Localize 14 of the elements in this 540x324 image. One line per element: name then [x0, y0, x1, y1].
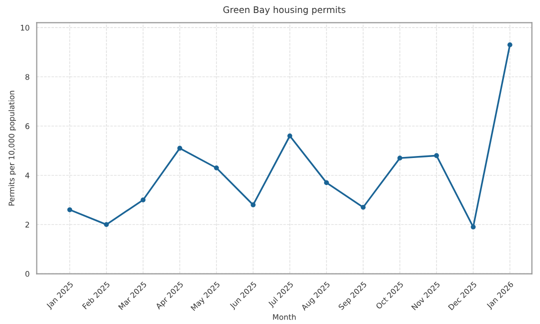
point — [507, 42, 512, 48]
point — [360, 204, 366, 210]
point — [140, 197, 146, 202]
point — [67, 207, 72, 212]
point — [250, 202, 256, 208]
point — [397, 156, 402, 161]
point — [104, 222, 109, 227]
point — [434, 153, 439, 158]
point — [324, 180, 329, 186]
point — [287, 133, 292, 138]
point — [177, 146, 182, 151]
chart-title: Green Bay housing permits — [223, 6, 346, 15]
point — [214, 165, 219, 170]
point — [470, 224, 476, 230]
